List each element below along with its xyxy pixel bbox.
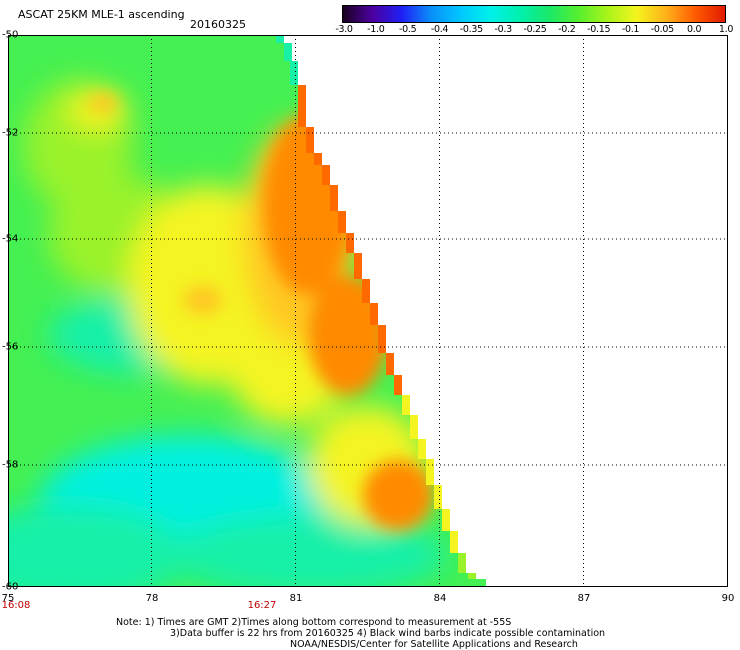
swath-edge-cell (386, 353, 394, 375)
color-scale-tick-label: 1.0 (718, 24, 734, 35)
swath-edge-cell (410, 415, 418, 439)
swath-patch (168, 515, 448, 587)
latitude-label: -60 (2, 581, 19, 593)
product-date: 20160325 (190, 18, 246, 31)
longitude-label: 75 (1, 593, 15, 604)
color-scale-tick-label: -0.3 (494, 24, 512, 35)
swath-edge-cell (434, 485, 442, 509)
swath-edge-cell (284, 43, 292, 61)
color-scale-tick-label: -0.05 (650, 24, 674, 35)
swath-edge-cell (362, 279, 370, 303)
longitude-label: 90 (721, 593, 735, 604)
footnote-line-1: Note: 1) Times are GMT 2)Times along bot… (116, 617, 512, 628)
longitude-label: 81 (289, 593, 303, 604)
latitude-label: -50 (2, 29, 19, 41)
swath-edge-cell (298, 85, 306, 127)
swath-edge-cell (322, 165, 330, 185)
color-scale-tick-label: -3.0 (335, 24, 353, 35)
color-scale-labels: -3.0 -1.0 -0.5 -0.4 -0.35 -0.3 -0.25 -0.2 -0.15-… (332, 24, 734, 36)
color-scale-bar (342, 5, 726, 23)
swath-patch (88, 93, 118, 113)
swath-patch (183, 285, 223, 315)
swath-edge-cell (370, 303, 378, 325)
swath-field (8, 35, 486, 587)
swath-patch (308, 275, 388, 395)
swath-edge-cell (378, 325, 386, 353)
swath-edge-cell (402, 395, 410, 415)
latitude-label: -54 (2, 233, 19, 245)
swath-edge-cell (354, 253, 362, 279)
color-scale-tick-label: -0.1 (621, 24, 640, 35)
swath-edge-cell (314, 153, 322, 165)
swath-edge-cell (394, 375, 402, 395)
color-scale-tick-label: -0.5 (398, 24, 417, 35)
credit-line: NOAA/NESDIS/Center for Satellite Applica… (290, 639, 578, 650)
color-scale-tick-label: 0.0 (687, 24, 702, 35)
swath-edge-cell (458, 553, 466, 573)
color-scale-tick-label: -0.25 (523, 24, 547, 35)
swath-edge-band (276, 35, 476, 579)
swath-edge-cell (290, 61, 298, 85)
longitude-label: 84 (433, 593, 447, 604)
swath-edge-cell (330, 185, 338, 211)
swath-edge-cell (442, 509, 450, 531)
swath-edge-cell (346, 233, 354, 253)
color-scale-tick-label: -0.4 (430, 24, 449, 35)
color-scale-tick-label: -1.0 (367, 24, 385, 35)
latitude-label: -56 (2, 341, 19, 353)
swath-patch (363, 460, 433, 530)
color-scale-gradient (343, 6, 725, 22)
latitude-label: -58 (2, 459, 19, 471)
product-title: ASCAT 25KM MLE-1 ascending (18, 8, 185, 21)
color-scale-tick-label: -0.15 (587, 24, 611, 35)
map-frame (8, 35, 728, 587)
pass-time-label: 16:08 (1, 600, 31, 611)
ascat-swath-map (8, 35, 728, 587)
color-scale-tick-label: -0.35 (459, 24, 483, 35)
swath-edge-cell (338, 211, 346, 233)
lat-lon-gridlines (8, 35, 728, 587)
latitude-label: -52 (2, 127, 19, 139)
color-scale-tick-label: -0.2 (558, 24, 576, 35)
swath-patch (8, 505, 188, 587)
longitude-label: 87 (577, 593, 591, 604)
swath-edge-cell (450, 531, 458, 553)
footnote-line-2: 3)Data buffer is 22 hrs from 20160325 4)… (170, 628, 606, 639)
pass-time-label: 16:27 (247, 600, 277, 611)
swath-edge-cell (306, 127, 314, 153)
swath-edge-cell (426, 459, 434, 485)
swath-edge-cell (468, 573, 476, 579)
swath-edge-cell (418, 439, 426, 459)
swath-edge-cell (276, 35, 284, 43)
longitude-label: 78 (145, 593, 159, 604)
